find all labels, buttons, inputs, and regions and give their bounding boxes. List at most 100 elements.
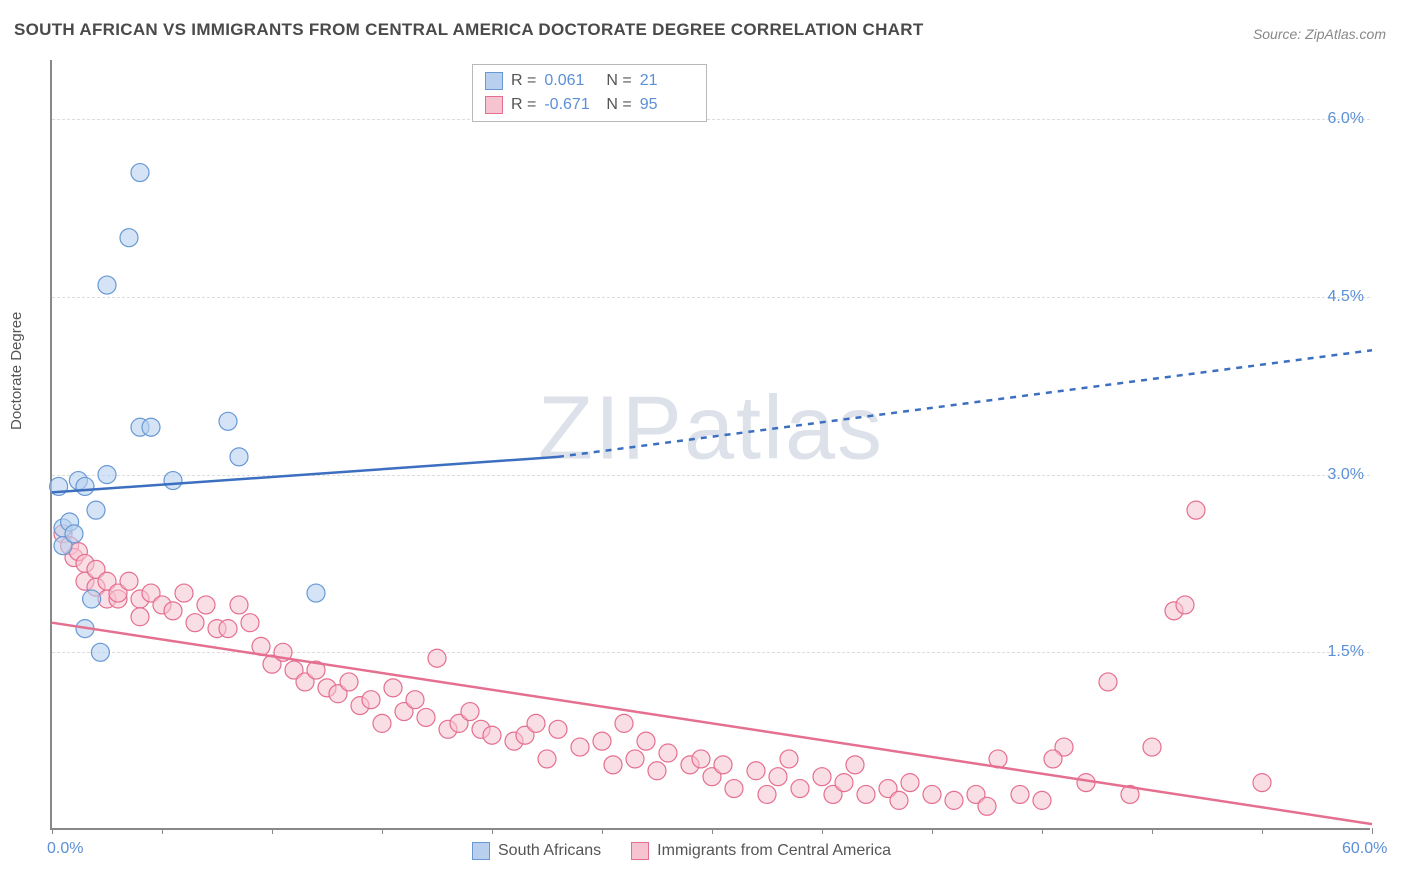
data-point [362,691,380,709]
x-tick-mark [1152,828,1153,834]
x-tick-mark [602,828,603,834]
source-attribution: Source: ZipAtlas.com [1253,26,1386,42]
data-point [197,596,215,614]
x-tick-mark [932,828,933,834]
data-point [241,614,259,632]
data-point [373,714,391,732]
data-point [1253,774,1271,792]
x-tick-label: 60.0% [1342,840,1387,858]
data-point [890,791,908,809]
legend-label: Immigrants from Central America [657,842,891,860]
data-point [91,643,109,661]
data-point [131,608,149,626]
data-point [1143,738,1161,756]
data-point [1187,501,1205,519]
trend-line [52,457,558,493]
data-point [1176,596,1194,614]
swatch-b [631,842,649,860]
data-point [846,756,864,774]
data-point [120,229,138,247]
swatch-a [485,72,503,90]
data-point [461,703,479,721]
data-point [813,768,831,786]
x-tick-mark [1262,828,1263,834]
data-point [131,164,149,182]
data-point [175,584,193,602]
x-tick-mark [272,828,273,834]
legend-item-b: Immigrants from Central America [631,842,891,860]
data-point [428,649,446,667]
legend: South Africans Immigrants from Central A… [472,842,891,860]
data-point [923,785,941,803]
data-point [83,590,101,608]
data-point [186,614,204,632]
data-point [626,750,644,768]
data-point [164,472,182,490]
x-tick-label: 0.0% [47,840,83,858]
data-point [98,276,116,294]
n-label: N = [606,93,631,117]
stats-row-b: R = -0.671 N = 95 [485,93,694,117]
data-point [978,797,996,815]
x-tick-mark [822,828,823,834]
chart-svg [52,60,1370,828]
plot-area: ZIPatlas 1.5%3.0%4.5%6.0% 0.0%60.0% R = … [50,60,1370,830]
data-point [857,785,875,803]
data-point [604,756,622,774]
data-point [725,780,743,798]
data-point [87,501,105,519]
data-point [65,525,83,543]
x-tick-mark [52,828,53,834]
swatch-a [472,842,490,860]
data-point [945,791,963,809]
data-point [769,768,787,786]
data-point [219,620,237,638]
data-point [219,412,237,430]
x-tick-mark [382,828,383,834]
data-point [692,750,710,768]
data-point [714,756,732,774]
r-value: -0.671 [544,93,598,117]
data-point [406,691,424,709]
x-tick-mark [712,828,713,834]
stats-box: R = 0.061 N = 21 R = -0.671 N = 95 [472,64,707,122]
data-point [340,673,358,691]
x-tick-mark [492,828,493,834]
data-point [593,732,611,750]
data-point [571,738,589,756]
data-point [384,679,402,697]
r-label: R = [511,93,536,117]
n-value: 95 [640,93,694,117]
data-point [758,785,776,803]
swatch-b [485,96,503,114]
trend-line [52,623,1372,824]
data-point [417,708,435,726]
data-point [307,584,325,602]
r-value: 0.061 [544,69,598,93]
data-point [791,780,809,798]
n-label: N = [606,69,631,93]
trend-line [558,350,1372,457]
data-point [142,418,160,436]
data-point [780,750,798,768]
data-point [120,572,138,590]
data-point [164,602,182,620]
r-label: R = [511,69,536,93]
data-point [1011,785,1029,803]
n-value: 21 [640,69,694,93]
y-axis-label: Doctorate Degree [8,312,25,430]
data-point [637,732,655,750]
data-point [230,448,248,466]
data-point [527,714,545,732]
x-tick-mark [162,828,163,834]
data-point [1044,750,1062,768]
data-point [1033,791,1051,809]
chart-title: SOUTH AFRICAN VS IMMIGRANTS FROM CENTRAL… [14,20,924,40]
data-point [483,726,501,744]
data-point [747,762,765,780]
legend-label: South Africans [498,842,601,860]
legend-item-a: South Africans [472,842,601,860]
data-point [76,477,94,495]
x-tick-mark [1372,828,1373,834]
data-point [549,720,567,738]
